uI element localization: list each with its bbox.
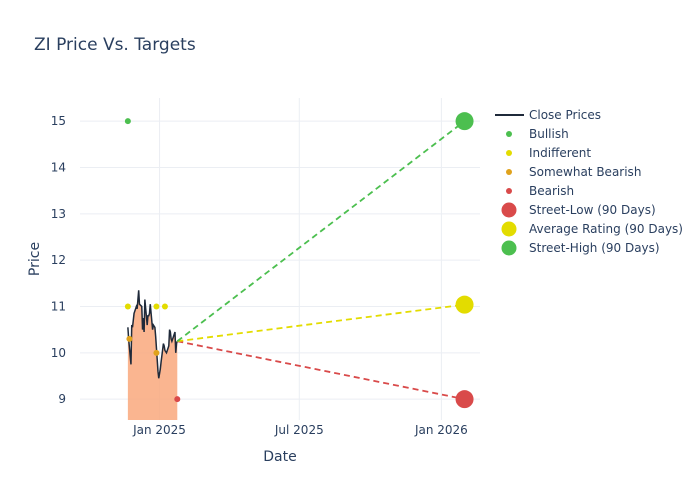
legend-item[interactable]: Street-Low (90 Days): [501, 202, 656, 218]
legend-target-swatch: [501, 202, 517, 218]
legend-label: Bullish: [529, 127, 569, 141]
target-marker: [455, 295, 474, 314]
x-tick-label: Jan 2026: [414, 423, 468, 437]
rating-point: [161, 303, 168, 310]
legend-dot-swatch: [506, 150, 512, 156]
legend-item[interactable]: Bearish: [506, 184, 574, 198]
rating-point: [153, 303, 160, 310]
legend-dot-swatch: [506, 169, 512, 175]
target-projection-line: [177, 340, 465, 401]
legend-target-swatch: [501, 240, 517, 256]
rating-point: [174, 396, 181, 403]
rating-point: [153, 349, 160, 356]
y-tick-label: 14: [51, 160, 66, 174]
legend-item[interactable]: Close Prices: [495, 108, 601, 122]
legend-item[interactable]: Bullish: [506, 127, 569, 141]
legend-label: Average Rating (90 Days): [529, 222, 683, 236]
y-tick-label: 15: [51, 114, 66, 128]
legend-dot-swatch: [506, 188, 512, 194]
y-tick-label: 9: [58, 392, 66, 406]
legend-item[interactable]: Indifferent: [506, 146, 591, 160]
rating-point: [124, 118, 131, 125]
x-axis-title: Date: [263, 449, 296, 465]
legend-label: Close Prices: [529, 108, 601, 122]
target-projection-line: [177, 303, 465, 343]
y-axis-title: Price: [27, 242, 43, 276]
chart-title: ZI Price Vs. Targets: [34, 35, 196, 55]
y-tick-label: 10: [51, 346, 66, 360]
target-marker: [455, 112, 474, 131]
close-price-area: [127, 290, 178, 420]
legend-item[interactable]: Street-High (90 Days): [501, 240, 660, 256]
legend-item[interactable]: Average Rating (90 Days): [501, 221, 684, 237]
legend[interactable]: Close Prices Bullish Indifferent Somewhat B…: [495, 108, 683, 256]
axes: 9 10 11 12 13 14 15 Jan 2025 Jul 2025 Jan 2026: [51, 114, 468, 437]
plot-area: [124, 112, 474, 420]
target-marker: [455, 390, 474, 409]
rating-point: [126, 335, 133, 342]
close-price-line: [127, 290, 179, 379]
y-tick-label: 11: [51, 299, 66, 313]
legend-target-swatch: [501, 221, 517, 237]
rating-point: [124, 303, 131, 310]
x-tick-label: Jan 2025: [132, 423, 186, 437]
x-tick-label: Jul 2025: [274, 423, 324, 437]
legend-label: Street-High (90 Days): [529, 241, 660, 255]
legend-label: Indifferent: [529, 146, 591, 160]
legend-label: Somewhat Bearish: [529, 165, 641, 179]
legend-dot-swatch: [506, 131, 512, 137]
legend-label: Bearish: [529, 184, 574, 198]
legend-item[interactable]: Somewhat Bearish: [506, 165, 641, 179]
target-projection-line: [176, 120, 466, 342]
y-tick-label: 12: [51, 253, 66, 267]
y-tick-label: 13: [51, 207, 66, 221]
legend-label: Street-Low (90 Days): [529, 203, 656, 217]
